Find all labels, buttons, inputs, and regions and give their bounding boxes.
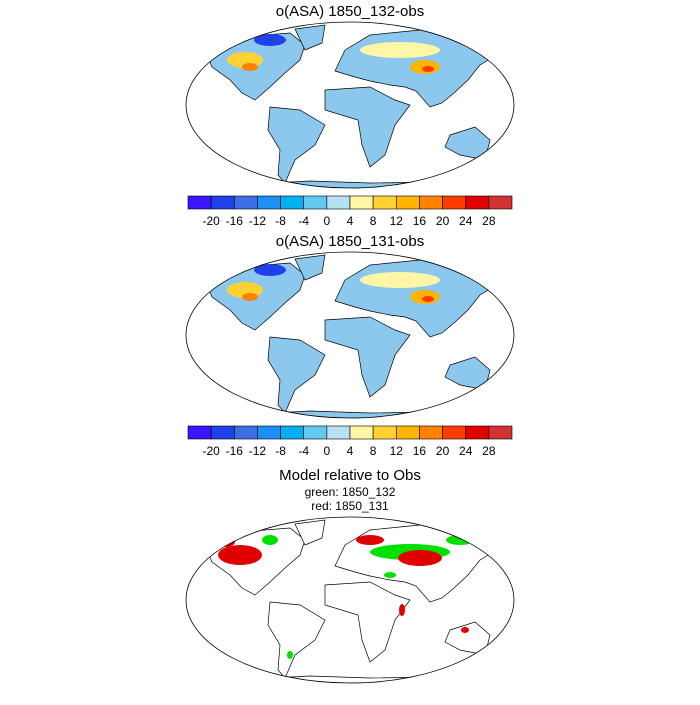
colorbar-box (419, 195, 443, 210)
colorbar-box (442, 425, 467, 440)
colorbar-label: 4 (347, 214, 354, 228)
map (204, 24, 506, 188)
map-border (185, 21, 515, 189)
panels: o(ASA) 1850_132-obs -20 -16 -12 -8 -4 0 4 8 12 16 2… (185, 3, 515, 684)
colorbar-label: -4 (298, 214, 309, 228)
legend-line: green: 1850_132 (305, 485, 396, 499)
colorbar-box (372, 195, 397, 210)
colorbar-box (233, 195, 258, 210)
colorbar-box (257, 195, 281, 210)
colorbar-box (257, 425, 281, 440)
colorbar-label: -12 (249, 444, 267, 458)
colorbar-box (465, 195, 490, 210)
colorbar-box (303, 425, 328, 440)
colorbar-box (210, 195, 235, 210)
colorbar-box (395, 195, 420, 210)
colorbar-box (187, 195, 212, 210)
panel-title: Model relative to Obs (279, 467, 421, 484)
map-border (185, 251, 515, 419)
colorbar-box (488, 425, 513, 440)
colorbar-box (326, 425, 351, 440)
colorbar-label: 12 (390, 444, 404, 458)
colorbar-box (349, 425, 374, 440)
colorbar-label: 28 (482, 214, 496, 228)
colorbar-box (372, 425, 397, 440)
colorbar-label: 28 (482, 444, 496, 458)
colorbar-label: 12 (390, 214, 404, 228)
map (204, 254, 506, 418)
colorbar-box (465, 425, 490, 440)
colorbar-label: 20 (436, 444, 450, 458)
colorbar-box (233, 425, 258, 440)
land (204, 254, 506, 418)
colorbar-label: 8 (370, 214, 377, 228)
colorbar-label: -4 (298, 444, 309, 458)
colorbar-label: -20 (202, 214, 220, 228)
colorbar-label: -20 (202, 444, 220, 458)
panel-title: o(ASA) 1850_131-obs (276, 233, 424, 250)
colorbar-box (442, 195, 467, 210)
map (204, 519, 506, 683)
colorbar-box (349, 195, 374, 210)
colorbar-label: 16 (413, 214, 427, 228)
map-border (185, 516, 515, 684)
colorbar-box (326, 195, 351, 210)
colorbar-box (419, 425, 443, 440)
colorbar-label: -12 (249, 214, 267, 228)
colorbar-label: 24 (459, 214, 473, 228)
colorbar-label: -16 (226, 214, 244, 228)
colorbar-box (280, 195, 305, 210)
colorbar-label: 8 (370, 444, 377, 458)
colorbar-box (488, 195, 513, 210)
colorbar-box (187, 425, 212, 440)
colorbar-label: 0 (324, 444, 331, 458)
colorbar-label: -16 (226, 444, 244, 458)
colorbar-label: 16 (413, 444, 427, 458)
colorbar-label: -8 (275, 444, 286, 458)
colorbar-label: 0 (324, 214, 331, 228)
land (204, 24, 506, 188)
colorbar-box (303, 195, 328, 210)
colorbar-box (395, 425, 420, 440)
colorbar-label: -8 (275, 214, 286, 228)
colorbar-label: 24 (459, 444, 473, 458)
colorbar-box (210, 425, 235, 440)
legend-line: red: 1850_131 (311, 499, 389, 513)
panel-title: o(ASA) 1850_132-obs (276, 3, 424, 20)
colorbar-label: 4 (347, 444, 354, 458)
colorbar-box (280, 425, 305, 440)
colorbar-label: 20 (436, 214, 450, 228)
